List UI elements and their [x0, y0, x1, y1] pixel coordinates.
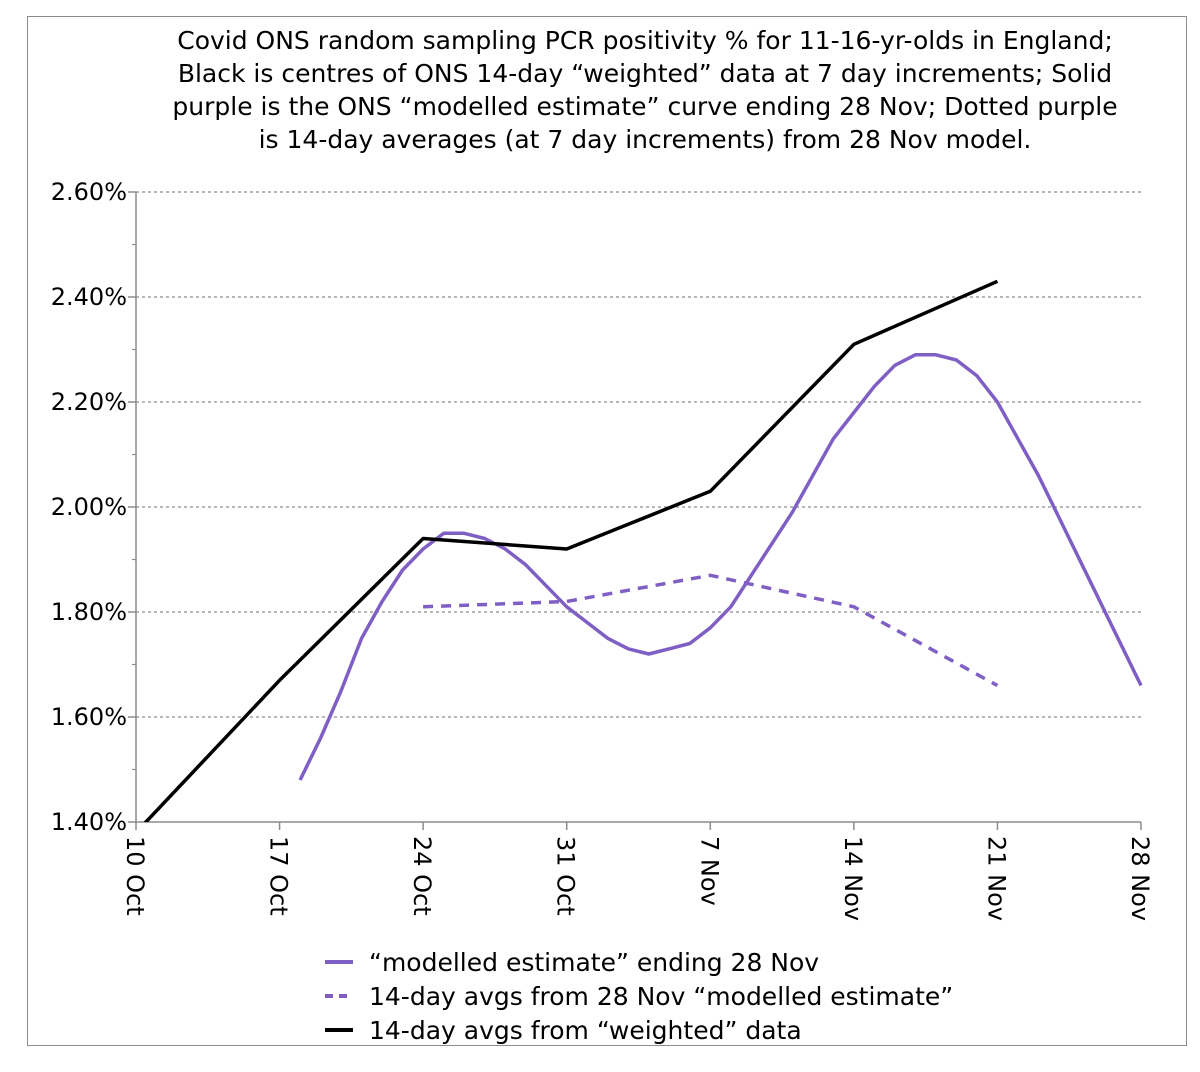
x-tick-label: 17 Oct — [265, 836, 293, 916]
y-tick-label: 1.40% — [51, 808, 127, 836]
legend-swatch-modelled — [325, 960, 353, 964]
y-tick-label: 2.00% — [51, 493, 127, 521]
y-tick-label: 2.40% — [51, 283, 127, 311]
legend-label-weighted-avgs: 14-day avgs from “weighted” data — [369, 1015, 802, 1045]
x-tick-label: 28 Nov — [1126, 836, 1154, 921]
legend-item-modelled: “modelled estimate” ending 28 Nov — [325, 945, 953, 979]
legend-swatch-modelled-avgs — [325, 994, 353, 998]
title-line: purple is the ONS “modelled estimate” cu… — [172, 92, 1118, 121]
x-tick-label: 21 Nov — [982, 836, 1010, 921]
x-tick-label: 10 Oct — [121, 836, 149, 916]
x-tick-label: 14 Nov — [839, 836, 867, 921]
legend-item-weighted-avgs: 14-day avgs from “weighted” data — [325, 1013, 953, 1047]
x-tick-label: 31 Oct — [552, 836, 580, 916]
legend-label-modelled: “modelled estimate” ending 28 Nov — [369, 947, 820, 977]
title-line: Covid ONS random sampling PCR positivity… — [177, 26, 1113, 55]
title-line: is 14-day averages (at 7 day increments)… — [258, 125, 1032, 154]
legend: “modelled estimate” ending 28 Nov 14-day… — [325, 945, 953, 1047]
y-tick-label: 1.80% — [51, 598, 127, 626]
chart-frame — [27, 16, 1187, 1046]
y-tick-label: 1.60% — [51, 703, 127, 731]
series-line-0 — [298, 353, 1143, 781]
legend-swatch-weighted-avgs — [325, 1028, 353, 1032]
series-line-2 — [143, 279, 999, 822]
legend-label-modelled-avgs: 14-day avgs from 28 Nov “modelled estima… — [369, 981, 954, 1011]
series-line-1 — [423, 573, 999, 688]
title-line: Black is centres of ONS 14-day “weighted… — [177, 59, 1113, 88]
y-tick-label: 2.20% — [51, 388, 127, 416]
x-tick-label: 7 Nov — [695, 836, 723, 906]
chart-title: Covid ONS random sampling PCR positivity… — [150, 24, 1140, 156]
x-tick-label: 24 Oct — [408, 836, 436, 916]
legend-item-modelled-avgs: 14-day avgs from 28 Nov “modelled estima… — [325, 979, 953, 1013]
y-tick-label: 2.60% — [51, 178, 127, 206]
